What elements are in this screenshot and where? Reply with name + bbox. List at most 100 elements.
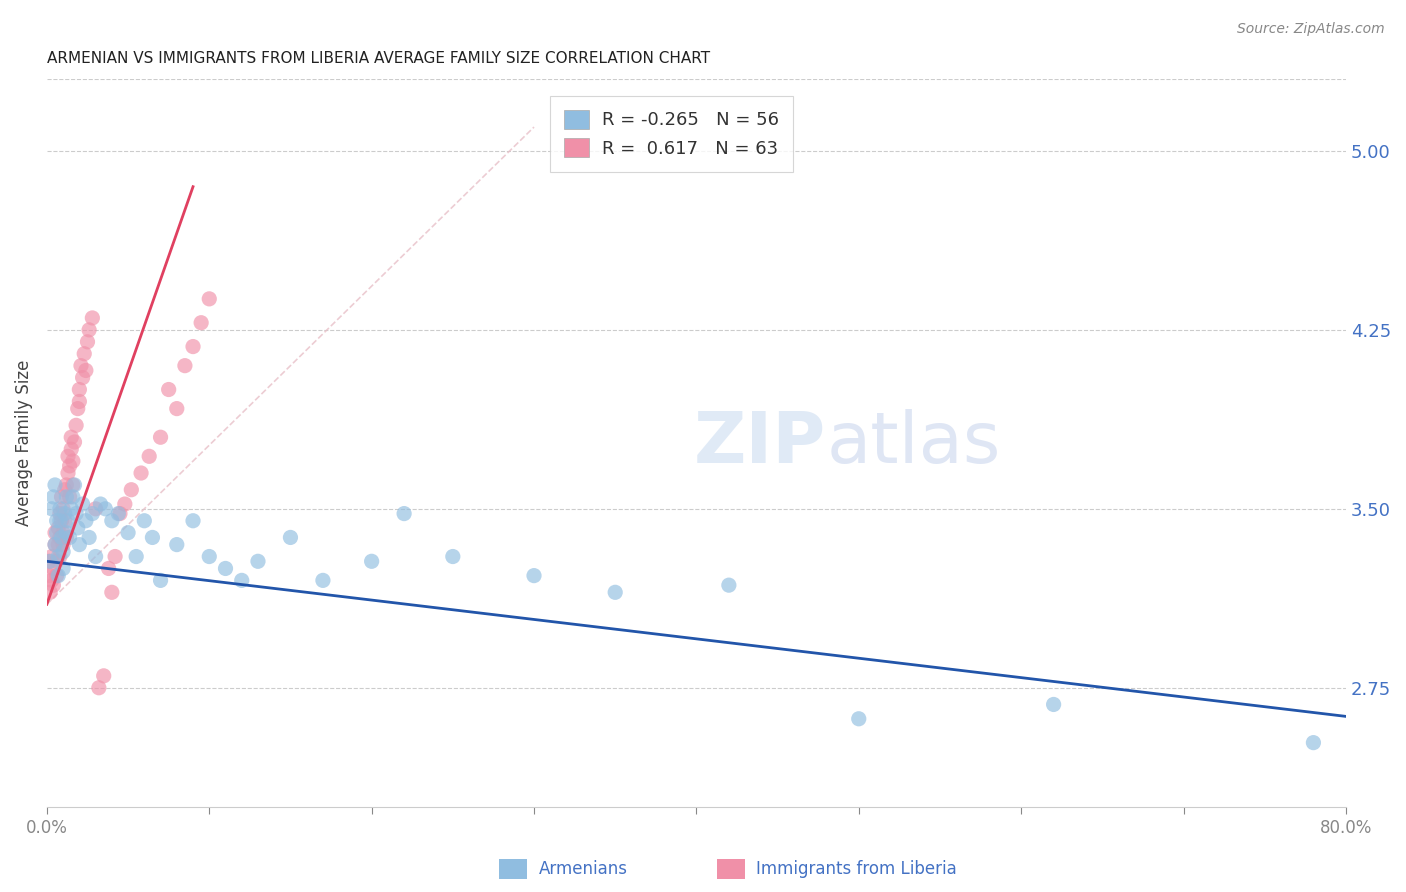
- Point: [246, 554, 269, 568]
- Point: [93, 669, 115, 683]
- Point: [441, 549, 464, 564]
- Point: [77, 323, 100, 337]
- Point: [198, 549, 221, 564]
- Point: [129, 466, 152, 480]
- Point: [134, 514, 156, 528]
- Point: [114, 497, 136, 511]
- Point: [46, 538, 69, 552]
- Point: [72, 370, 94, 384]
- Text: Source: ZipAtlas.com: Source: ZipAtlas.com: [1237, 22, 1385, 37]
- Point: [49, 501, 72, 516]
- Point: [84, 549, 107, 564]
- Point: [166, 401, 188, 416]
- Point: [120, 483, 142, 497]
- Point: [280, 531, 302, 545]
- Point: [717, 578, 740, 592]
- Point: [44, 538, 66, 552]
- Point: [51, 514, 73, 528]
- Point: [53, 483, 76, 497]
- Point: [198, 292, 221, 306]
- Point: [66, 401, 89, 416]
- Point: [55, 531, 77, 545]
- Point: [104, 549, 127, 564]
- Point: [42, 578, 65, 592]
- Point: [76, 334, 98, 349]
- Point: [97, 561, 120, 575]
- Point: [62, 490, 84, 504]
- Point: [312, 574, 335, 588]
- Point: [55, 490, 77, 504]
- Text: Armenians: Armenians: [538, 860, 627, 878]
- Point: [60, 442, 83, 457]
- Point: [101, 514, 124, 528]
- Point: [75, 514, 97, 528]
- Point: [181, 340, 204, 354]
- Point: [51, 490, 73, 504]
- Point: [45, 554, 67, 568]
- Point: [51, 531, 73, 545]
- Point: [42, 490, 65, 504]
- Point: [149, 574, 172, 588]
- Point: [65, 418, 87, 433]
- Point: [82, 310, 104, 325]
- Text: Immigrants from Liberia: Immigrants from Liberia: [756, 860, 957, 878]
- Point: [149, 430, 172, 444]
- Point: [174, 359, 197, 373]
- Point: [190, 316, 212, 330]
- Point: [62, 454, 84, 468]
- Point: [108, 507, 131, 521]
- Point: [523, 568, 546, 582]
- Point: [52, 561, 75, 575]
- Point: [39, 554, 62, 568]
- Point: [66, 521, 89, 535]
- Point: [56, 450, 79, 464]
- Point: [59, 458, 82, 473]
- Point: [45, 514, 67, 528]
- Point: [72, 497, 94, 511]
- Point: [52, 501, 75, 516]
- Point: [166, 538, 188, 552]
- Point: [60, 430, 83, 444]
- Point: [49, 507, 72, 521]
- Point: [46, 521, 69, 535]
- Point: [39, 585, 62, 599]
- Point: [53, 514, 76, 528]
- Y-axis label: Average Family Size: Average Family Size: [15, 360, 32, 526]
- Point: [49, 549, 72, 564]
- Point: [49, 531, 72, 545]
- Point: [117, 525, 139, 540]
- Point: [52, 525, 75, 540]
- Point: [65, 507, 87, 521]
- Point: [56, 514, 79, 528]
- Point: [94, 501, 117, 516]
- Point: [45, 568, 67, 582]
- Point: [53, 507, 76, 521]
- Point: [41, 574, 63, 588]
- Point: [77, 531, 100, 545]
- Point: [101, 585, 124, 599]
- Point: [55, 478, 77, 492]
- Point: [214, 561, 236, 575]
- Point: [848, 712, 870, 726]
- Point: [56, 466, 79, 480]
- Point: [60, 501, 83, 516]
- Point: [59, 531, 82, 545]
- Point: [67, 394, 90, 409]
- Point: [84, 501, 107, 516]
- Point: [44, 538, 66, 552]
- Point: [141, 531, 163, 545]
- Point: [107, 507, 129, 521]
- Point: [45, 525, 67, 540]
- Point: [157, 383, 180, 397]
- Point: [87, 681, 110, 695]
- Legend: R = -0.265   N = 56, R =  0.617   N = 63: R = -0.265 N = 56, R = 0.617 N = 63: [550, 95, 793, 172]
- Point: [59, 490, 82, 504]
- Point: [39, 568, 62, 582]
- Point: [41, 501, 63, 516]
- Point: [73, 347, 96, 361]
- Point: [49, 514, 72, 528]
- Point: [1302, 736, 1324, 750]
- Text: atlas: atlas: [827, 409, 1001, 478]
- Point: [46, 568, 69, 582]
- Point: [52, 545, 75, 559]
